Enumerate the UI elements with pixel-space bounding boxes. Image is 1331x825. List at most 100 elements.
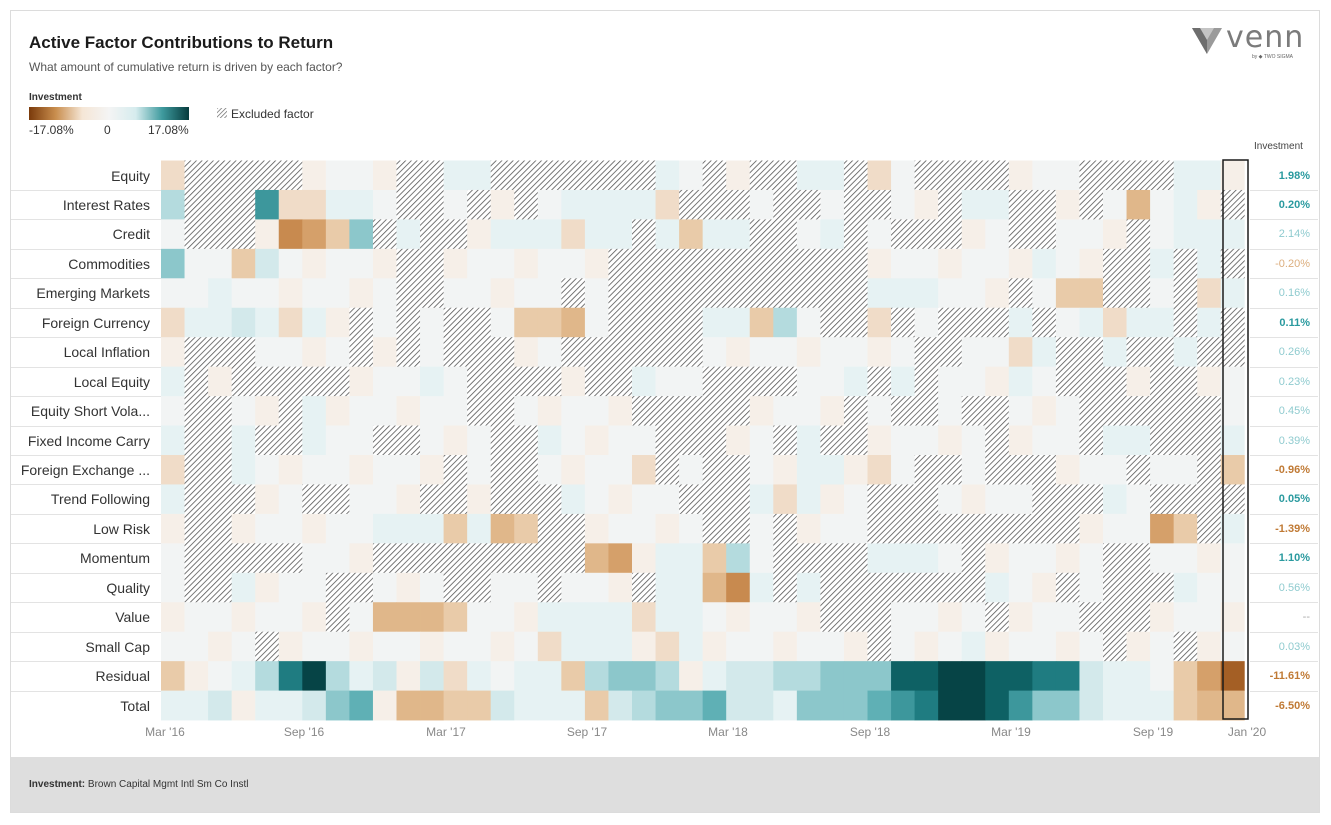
heatmap-cell-excluded[interactable] bbox=[467, 337, 492, 368]
heatmap-cell-excluded[interactable] bbox=[278, 396, 303, 426]
heatmap-cell[interactable] bbox=[820, 160, 845, 191]
heatmap-cell-excluded[interactable] bbox=[1126, 602, 1151, 633]
heatmap-cell-excluded[interactable] bbox=[443, 455, 468, 485]
heatmap-cell-excluded[interactable] bbox=[184, 543, 209, 574]
heatmap-cell-excluded[interactable] bbox=[443, 219, 468, 250]
heatmap-cell[interactable] bbox=[796, 160, 821, 191]
heatmap-cell-excluded[interactable] bbox=[655, 278, 680, 309]
heatmap-cell[interactable] bbox=[443, 396, 468, 426]
heatmap-cell[interactable] bbox=[1150, 278, 1175, 309]
heatmap-cell[interactable] bbox=[1103, 690, 1127, 721]
heatmap-cell[interactable] bbox=[961, 425, 986, 456]
heatmap-cell[interactable] bbox=[349, 278, 374, 309]
heatmap-cell[interactable] bbox=[161, 543, 185, 574]
heatmap-cell[interactable] bbox=[773, 307, 798, 338]
heatmap-cell-excluded[interactable] bbox=[325, 602, 350, 633]
heatmap-cell[interactable] bbox=[349, 160, 374, 191]
heatmap-cell[interactable] bbox=[914, 661, 939, 691]
heatmap-cell[interactable] bbox=[749, 455, 774, 485]
heatmap-cell-excluded[interactable] bbox=[891, 219, 915, 250]
heatmap-cell[interactable] bbox=[278, 278, 303, 309]
heatmap-cell[interactable] bbox=[184, 248, 209, 279]
heatmap-cell-excluded[interactable] bbox=[1150, 337, 1175, 368]
heatmap-cell[interactable] bbox=[749, 661, 774, 691]
heatmap-cell[interactable] bbox=[891, 690, 915, 721]
heatmap-cell[interactable] bbox=[632, 455, 656, 485]
heatmap-cell[interactable] bbox=[584, 661, 609, 691]
heatmap-cell-excluded[interactable] bbox=[208, 572, 233, 603]
heatmap-cell[interactable] bbox=[914, 189, 939, 220]
heatmap-cell[interactable] bbox=[1079, 513, 1104, 544]
heatmap-cell[interactable] bbox=[1220, 278, 1245, 309]
heatmap-cell[interactable] bbox=[985, 543, 1010, 574]
heatmap-cell[interactable] bbox=[278, 572, 303, 603]
heatmap-cell[interactable] bbox=[914, 307, 939, 338]
heatmap-cell-excluded[interactable] bbox=[608, 160, 633, 191]
heatmap-cell[interactable] bbox=[749, 543, 774, 574]
heatmap-cell[interactable] bbox=[255, 455, 280, 485]
heatmap-cell-excluded[interactable] bbox=[820, 248, 845, 279]
heatmap-cell-excluded[interactable] bbox=[679, 248, 704, 279]
heatmap-cell[interactable] bbox=[1079, 543, 1104, 574]
heatmap-cell-excluded[interactable] bbox=[961, 396, 986, 426]
heatmap-cell[interactable] bbox=[349, 513, 374, 544]
heatmap-cell-excluded[interactable] bbox=[208, 396, 233, 426]
heatmap-cell[interactable] bbox=[655, 366, 680, 397]
heatmap-cell[interactable] bbox=[208, 248, 233, 279]
heatmap-cell[interactable] bbox=[702, 337, 727, 368]
heatmap-cell[interactable] bbox=[867, 307, 892, 338]
heatmap-cell-excluded[interactable] bbox=[702, 484, 727, 515]
heatmap-cell-excluded[interactable] bbox=[796, 248, 821, 279]
heatmap-cell-excluded[interactable] bbox=[184, 484, 209, 515]
heatmap-cell-excluded[interactable] bbox=[655, 307, 680, 338]
heatmap-cell[interactable] bbox=[1008, 160, 1033, 191]
heatmap-cell-excluded[interactable] bbox=[537, 513, 562, 544]
heatmap-cell[interactable] bbox=[561, 396, 586, 426]
heatmap-cell[interactable] bbox=[443, 690, 468, 721]
heatmap-cell-excluded[interactable] bbox=[843, 602, 868, 633]
heatmap-cell[interactable] bbox=[325, 690, 350, 721]
heatmap-cell[interactable] bbox=[372, 631, 397, 662]
heatmap-cell-excluded[interactable] bbox=[938, 219, 963, 250]
heatmap-cell[interactable] bbox=[561, 690, 586, 721]
heatmap-cell-excluded[interactable] bbox=[655, 248, 680, 279]
heatmap-cell[interactable] bbox=[1173, 337, 1198, 368]
heatmap-cell[interactable] bbox=[349, 631, 374, 662]
heatmap-cell[interactable] bbox=[655, 690, 680, 721]
heatmap-cell[interactable] bbox=[1008, 543, 1033, 574]
heatmap-cell[interactable] bbox=[608, 631, 633, 662]
heatmap-cell[interactable] bbox=[1055, 690, 1080, 721]
heatmap-cell[interactable] bbox=[1055, 455, 1080, 485]
heatmap-cell[interactable] bbox=[796, 425, 821, 456]
heatmap-cell[interactable] bbox=[584, 396, 609, 426]
heatmap-cell[interactable] bbox=[914, 248, 939, 279]
heatmap-cell[interactable] bbox=[302, 572, 327, 603]
heatmap-cell[interactable] bbox=[1173, 189, 1198, 220]
heatmap-cell[interactable] bbox=[584, 543, 609, 574]
heatmap-cell[interactable] bbox=[490, 219, 515, 250]
heatmap-cell-excluded[interactable] bbox=[490, 543, 515, 574]
heatmap-cell[interactable] bbox=[1173, 602, 1198, 633]
heatmap-cell[interactable] bbox=[584, 219, 609, 250]
heatmap-cell[interactable] bbox=[820, 219, 845, 250]
heatmap-cell-excluded[interactable] bbox=[184, 513, 209, 544]
heatmap-cell[interactable] bbox=[820, 661, 845, 691]
heatmap-cell-excluded[interactable] bbox=[773, 366, 798, 397]
heatmap-cell[interactable] bbox=[1079, 278, 1104, 309]
heatmap-cell[interactable] bbox=[1197, 189, 1222, 220]
heatmap-cell[interactable] bbox=[1008, 631, 1033, 662]
heatmap-cell[interactable] bbox=[726, 661, 751, 691]
heatmap-cell-excluded[interactable] bbox=[184, 572, 209, 603]
heatmap-cell[interactable] bbox=[161, 425, 185, 456]
heatmap-cell[interactable] bbox=[608, 513, 633, 544]
heatmap-cell[interactable] bbox=[773, 602, 798, 633]
heatmap-cell-excluded[interactable] bbox=[867, 572, 892, 603]
heatmap-cell[interactable] bbox=[1173, 219, 1198, 250]
heatmap-cell[interactable] bbox=[796, 513, 821, 544]
heatmap-cell-excluded[interactable] bbox=[985, 425, 1010, 456]
heatmap-cell-excluded[interactable] bbox=[1126, 248, 1151, 279]
heatmap-cell[interactable] bbox=[161, 189, 185, 220]
heatmap-cell[interactable] bbox=[372, 248, 397, 279]
heatmap-cell[interactable] bbox=[231, 396, 256, 426]
heatmap-cell-excluded[interactable] bbox=[843, 307, 868, 338]
